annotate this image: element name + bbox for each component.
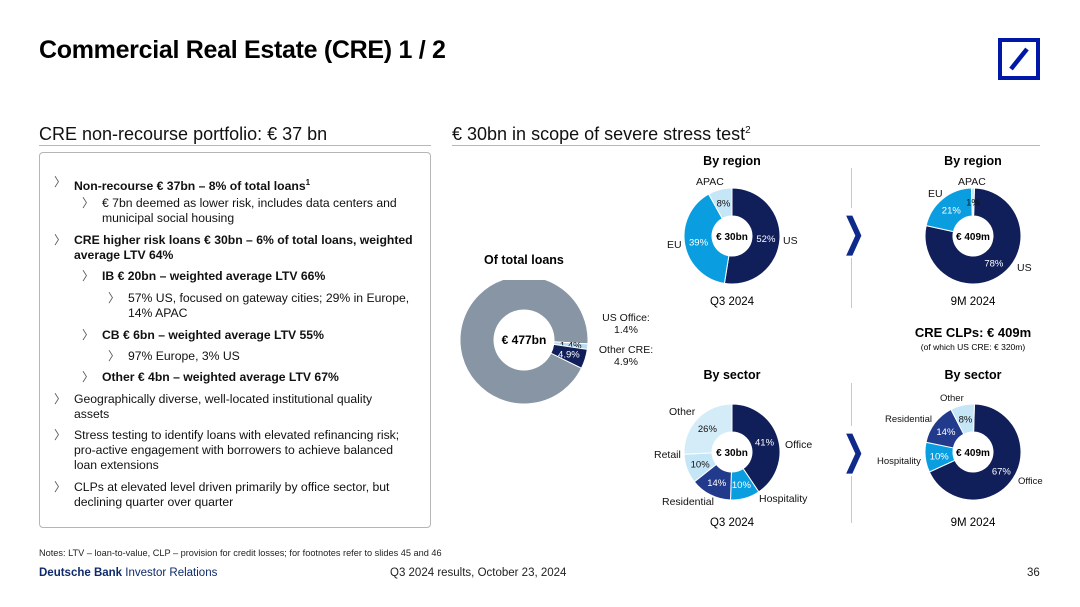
left-bullet-box: 〉 Non-recourse € 37bn – 8% of total loans… bbox=[39, 152, 431, 528]
arrow-right-icon: ❯ bbox=[841, 426, 865, 476]
region-9m-period: 9M 2024 bbox=[950, 296, 996, 308]
region-9m-donut: 78% 21% 1% € 409m bbox=[924, 187, 1022, 285]
sector-9m-office-label: Office bbox=[1018, 476, 1043, 487]
footer-date: Q3 2024 results, October 23, 2024 bbox=[390, 567, 567, 579]
donut-slice-apac bbox=[707, 187, 733, 220]
region-9m-title: By region bbox=[944, 154, 1002, 168]
sector-9m-hospitality-label: Hospitality bbox=[877, 456, 921, 467]
donut-slice-eu bbox=[683, 193, 730, 284]
sector-9m-center: € 409m bbox=[956, 448, 990, 459]
region-9m-center: € 409m bbox=[956, 232, 990, 243]
donut-value-label: 52% bbox=[756, 234, 776, 245]
donut-slice-office bbox=[731, 403, 781, 493]
footer-brand: Deutsche Bank Investor Relations bbox=[39, 567, 218, 579]
donut-value-label: 8% bbox=[717, 199, 731, 210]
total-loans-center: € 477bn bbox=[502, 333, 547, 347]
clps-title: CRE CLPs: € 409m bbox=[914, 325, 1032, 340]
bullet-2-cb-sub: 〉 97% Europe, 3% US bbox=[108, 349, 240, 363]
region-q3-title: By region bbox=[703, 154, 761, 168]
donut-value-label: 1% bbox=[966, 198, 980, 209]
bullet-1-sub: 〉 € 7bn deemed as lower risk, includes da… bbox=[82, 196, 397, 225]
bullet-2-ib-sub: 〉 57% US, focused on gateway cities; 29% … bbox=[108, 291, 410, 320]
bullet-3: 〉 Geographically diverse, well-located in… bbox=[54, 392, 373, 421]
left-heading-rule bbox=[39, 145, 431, 146]
donut-value-label: 78% bbox=[984, 258, 1004, 269]
donut-slice-other bbox=[950, 403, 975, 435]
bullet-4: 〉 Stress testing to identify loans with e… bbox=[54, 428, 400, 472]
region-q3-us-label: US bbox=[783, 235, 798, 247]
sector-9m-other-label: Other bbox=[940, 393, 964, 404]
region-9m-us-label: US bbox=[1017, 262, 1032, 274]
bullet-2-ib: 〉 IB € 20bn – weighted average LTV 66% bbox=[82, 269, 326, 283]
donut-slice-other bbox=[683, 403, 733, 455]
us-office-label: US Office: 1.4% bbox=[602, 312, 650, 336]
sector-q3-hospitality-label: Hospitality bbox=[759, 493, 808, 505]
sector-q3-office-label: Office bbox=[785, 439, 813, 451]
page-title: Commercial Real Estate (CRE) 1 / 2 bbox=[39, 36, 446, 64]
donut-value-label: 41% bbox=[755, 438, 775, 449]
total-loans-title: Of total loans bbox=[484, 253, 564, 267]
sector-q3-period: Q3 2024 bbox=[709, 517, 755, 529]
donut-value-label: 14% bbox=[936, 427, 956, 438]
donut-slice-us bbox=[924, 187, 1022, 285]
sector-9m-title: By sector bbox=[944, 368, 1002, 382]
total-loans-donut: 1.4%4.9% € 477bn bbox=[459, 280, 589, 405]
donut-value-label: 26% bbox=[698, 424, 718, 435]
donut-value-label: 8% bbox=[959, 414, 973, 425]
region-q3-period: Q3 2024 bbox=[709, 296, 755, 308]
right-section-heading: € 30bn in scope of severe stress test2 bbox=[452, 124, 751, 144]
region-q3-eu-label: EU bbox=[667, 239, 682, 251]
donut-value-label: 10% bbox=[930, 451, 950, 462]
donut-slice-apac bbox=[970, 187, 975, 217]
deutsche-bank-logo bbox=[998, 38, 1040, 80]
bullet-2-other: 〉 Other € 4bn – weighted average LTV 67% bbox=[82, 370, 339, 384]
right-heading-rule bbox=[452, 145, 1040, 146]
sector-q3-center: € 30bn bbox=[716, 448, 748, 459]
donut-slice-rest bbox=[459, 280, 589, 405]
donut-slice-other-cre bbox=[550, 343, 588, 369]
bullet-5: 〉 CLPs at elevated level driven primarily… bbox=[54, 480, 390, 509]
bullet-2-cb: 〉 CB € 6bn – weighted average LTV 55% bbox=[82, 328, 324, 342]
region-q3-donut: 52% 39% 8% € 30bn bbox=[683, 187, 781, 285]
region-q3-center: € 30bn bbox=[716, 232, 748, 243]
sector-q3-residential-label: Residential bbox=[662, 496, 714, 508]
sector-q3-donut: 41% 10% 14% 10% 26% € 30bn bbox=[683, 403, 781, 501]
region-9m-apac-label: APAC bbox=[958, 176, 986, 188]
donut-value-label: 4.9% bbox=[558, 349, 580, 360]
arrow-right-icon: ❯ bbox=[841, 208, 865, 258]
left-section-heading: CRE non-recourse portfolio: € 37 bn bbox=[39, 124, 328, 144]
donut-value-label: 39% bbox=[689, 237, 709, 248]
sector-9m-residential-label: Residential bbox=[885, 414, 932, 425]
donut-value-label: 1.4% bbox=[560, 340, 582, 351]
region-q3-apac-label: APAC bbox=[696, 176, 724, 188]
bullet-1: 〉 Non-recourse € 37bn – 8% of total loans… bbox=[54, 175, 311, 194]
sector-q3-title: By sector bbox=[703, 368, 761, 382]
sector-q3-retail-label: Retail bbox=[654, 449, 681, 461]
donut-value-label: 10% bbox=[691, 459, 711, 470]
clps-subtitle: (of which US CRE: € 320m) bbox=[920, 342, 1026, 352]
bullet-2: 〉 CRE higher risk loans € 30bn – 6% of to… bbox=[54, 233, 413, 262]
sector-9m-donut: 67% 10% 14%8% € 409m bbox=[924, 403, 1022, 501]
sector-9m-period: 9M 2024 bbox=[950, 517, 996, 529]
region-9m-eu-label: EU bbox=[928, 188, 943, 200]
donut-slice-us bbox=[723, 187, 781, 285]
donut-value-label: 10% bbox=[732, 480, 752, 491]
notes: Notes: LTV – loan-to-value, CLP – provis… bbox=[39, 548, 442, 558]
donut-slice-office bbox=[928, 403, 1022, 501]
sector-q3-other-label: Other bbox=[669, 406, 696, 418]
donut-value-label: 67% bbox=[992, 466, 1012, 477]
other-cre-label: Other CRE: 4.9% bbox=[598, 344, 654, 368]
donut-value-label: 21% bbox=[942, 205, 962, 216]
page-number: 36 bbox=[1027, 567, 1040, 579]
donut-value-label: 14% bbox=[707, 478, 727, 489]
